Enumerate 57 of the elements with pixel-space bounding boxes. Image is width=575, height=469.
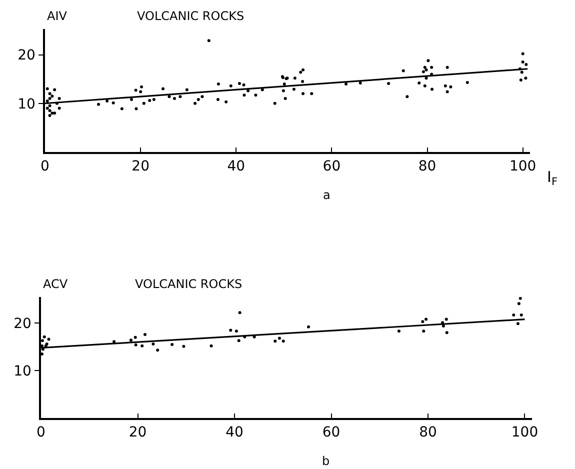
point (424, 318, 428, 321)
point (182, 344, 186, 348)
x-tick-label: 40 (227, 158, 246, 175)
point (47, 338, 50, 341)
chart-title: VOLCANIC ROCKS (135, 277, 242, 291)
y-axis-title: ACV (43, 277, 68, 291)
point (156, 348, 160, 352)
x-tick-label: 40 (226, 424, 244, 441)
point (144, 332, 146, 336)
x-tick-label: 100 (511, 424, 538, 441)
point (170, 342, 174, 346)
point (444, 318, 448, 321)
point (278, 336, 281, 340)
point (129, 338, 132, 342)
point (282, 340, 285, 343)
point (520, 314, 523, 317)
point (234, 330, 238, 333)
point (274, 340, 277, 343)
point (229, 328, 232, 332)
text: a (323, 188, 330, 202)
point (238, 311, 242, 314)
x-tick-label: 60 (322, 158, 341, 175)
point (397, 330, 400, 333)
point (516, 322, 520, 326)
text: b (322, 454, 330, 468)
point (422, 330, 426, 333)
chart-title: VOLCANIC ROCKS (137, 9, 244, 23)
point (112, 340, 116, 344)
y-tick-label: 10 (18, 96, 36, 112)
point (445, 331, 448, 334)
point (140, 344, 144, 348)
x-tick-label: 80 (418, 158, 436, 175)
point (152, 342, 155, 346)
point (442, 324, 445, 328)
x-tick-label: 20 (128, 424, 147, 441)
point (210, 344, 213, 348)
point (134, 343, 138, 346)
x-tick-label: 0 (40, 158, 50, 175)
point (512, 314, 516, 317)
point (42, 335, 46, 338)
point (421, 320, 424, 324)
x-tick-label: 0 (36, 424, 46, 441)
x-tick-label: 100 (509, 158, 536, 175)
point (518, 297, 522, 300)
y-tick-label: 10 (14, 363, 32, 380)
point (41, 339, 44, 342)
y-tick-label: 20 (18, 48, 36, 64)
x-axis-title: I$_{F}$ (547, 168, 558, 188)
point (134, 336, 137, 339)
x-tick-label: 20 (132, 158, 150, 175)
point (517, 302, 520, 306)
point (307, 325, 310, 328)
y-axis-title: AIV (47, 9, 68, 23)
point (237, 339, 240, 342)
y-tick-label: 20 (14, 316, 32, 332)
x-tick-label: 60 (322, 424, 340, 441)
x-tick-label: 80 (419, 424, 437, 441)
